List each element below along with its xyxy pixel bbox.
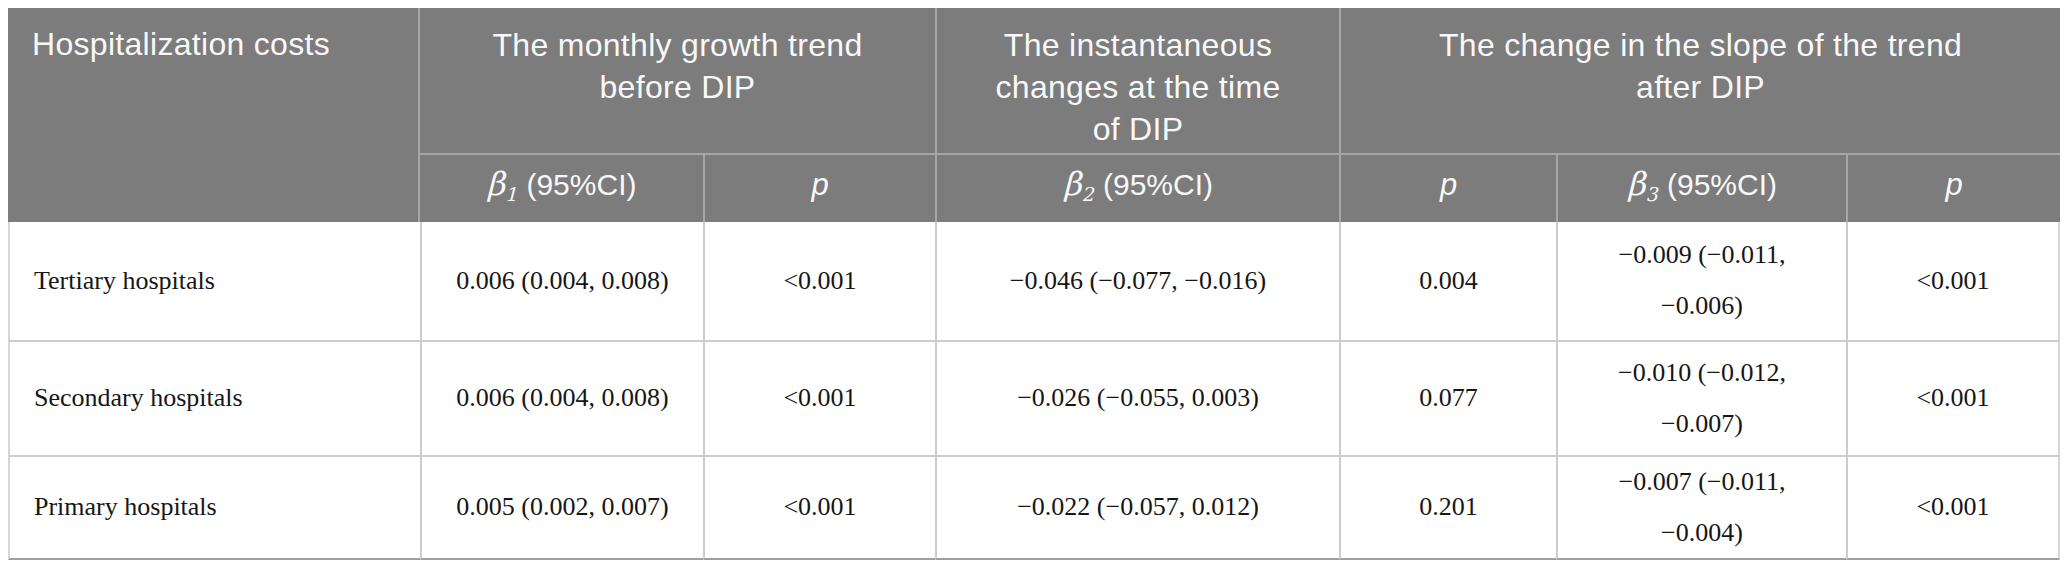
subheader-p-before-dip: p [703, 155, 935, 222]
cell-p-before: <0.001 [703, 455, 935, 560]
cell-beta2: −0.026 (−0.055, 0.003) [935, 340, 1339, 455]
cell-beta1: 0.006 (0.004, 0.008) [420, 222, 703, 340]
subheader-p-after-dip: p [1846, 155, 2060, 222]
row-label: Primary hospitals [8, 455, 420, 560]
table-row-primary: Primary hospitals 0.005 (0.002, 0.007) <… [8, 455, 2060, 560]
cell-beta2: −0.022 (−0.057, 0.012) [935, 455, 1339, 560]
beta2-subscript: 2 [1082, 183, 1095, 205]
cell-p-after: <0.001 [1846, 340, 2060, 455]
group-header-at-dip: The instantaneous changes at the time of… [935, 8, 1339, 155]
cell-p-at: 0.201 [1339, 455, 1556, 560]
cell-beta2: −0.046 (−0.077, −0.016) [935, 222, 1339, 340]
subheader-beta2-ci: β2 (95%CI) [935, 155, 1339, 222]
cell-p-at: 0.004 [1339, 222, 1556, 340]
cell-beta3: −0.009 (−0.011, −0.006) [1556, 222, 1846, 340]
group-header-after-dip: The change in the slope of the trend aft… [1339, 8, 2060, 155]
cell-beta3: −0.010 (−0.012, −0.007) [1556, 340, 1846, 455]
beta1-symbol: β [487, 165, 506, 203]
beta3-subscript: 3 [1646, 183, 1659, 205]
beta2-ci-label: (95%CI) [1095, 168, 1213, 201]
row-label: Secondary hospitals [8, 340, 420, 455]
paper-table-figure: Hospitalization costs The monthly growth… [0, 0, 2068, 579]
cell-p-before: <0.001 [703, 222, 935, 340]
beta2-symbol: β [1063, 165, 1082, 203]
beta3-symbol: β [1627, 165, 1646, 203]
p-symbol: p [1945, 167, 1962, 202]
table-header: Hospitalization costs The monthly growth… [8, 8, 2060, 222]
table-row-tertiary: Tertiary hospitals 0.006 (0.004, 0.008) … [8, 222, 2060, 340]
cell-p-before: <0.001 [703, 340, 935, 455]
beta1-subscript: 1 [505, 183, 518, 205]
cell-beta3: −0.007 (−0.011, −0.004) [1556, 455, 1846, 560]
table-title-cell: Hospitalization costs [8, 8, 420, 222]
p-symbol: p [1440, 167, 1457, 202]
cell-p-at: 0.077 [1339, 340, 1556, 455]
cell-p-after: <0.001 [1846, 222, 2060, 340]
beta3-ci-label: (95%CI) [1659, 168, 1777, 201]
group-header-row: Hospitalization costs The monthly growth… [8, 8, 2060, 155]
p-symbol: p [811, 167, 828, 202]
subheader-p-at-dip: p [1339, 155, 1556, 222]
cell-beta1: 0.006 (0.004, 0.008) [420, 340, 703, 455]
hospitalization-costs-table: Hospitalization costs The monthly growth… [8, 8, 2060, 560]
group-header-before-dip: The monthly growth trend before DIP [420, 8, 935, 155]
cell-beta1: 0.005 (0.002, 0.007) [420, 455, 703, 560]
beta1-ci-label: (95%CI) [518, 168, 636, 201]
cell-p-after: <0.001 [1846, 455, 2060, 560]
subheader-beta1-ci: β1 (95%CI) [420, 155, 703, 222]
table-row-secondary: Secondary hospitals 0.006 (0.004, 0.008)… [8, 340, 2060, 455]
subheader-beta3-ci: β3 (95%CI) [1556, 155, 1846, 222]
row-label: Tertiary hospitals [8, 222, 420, 340]
table-body: Tertiary hospitals 0.006 (0.004, 0.008) … [8, 222, 2060, 560]
